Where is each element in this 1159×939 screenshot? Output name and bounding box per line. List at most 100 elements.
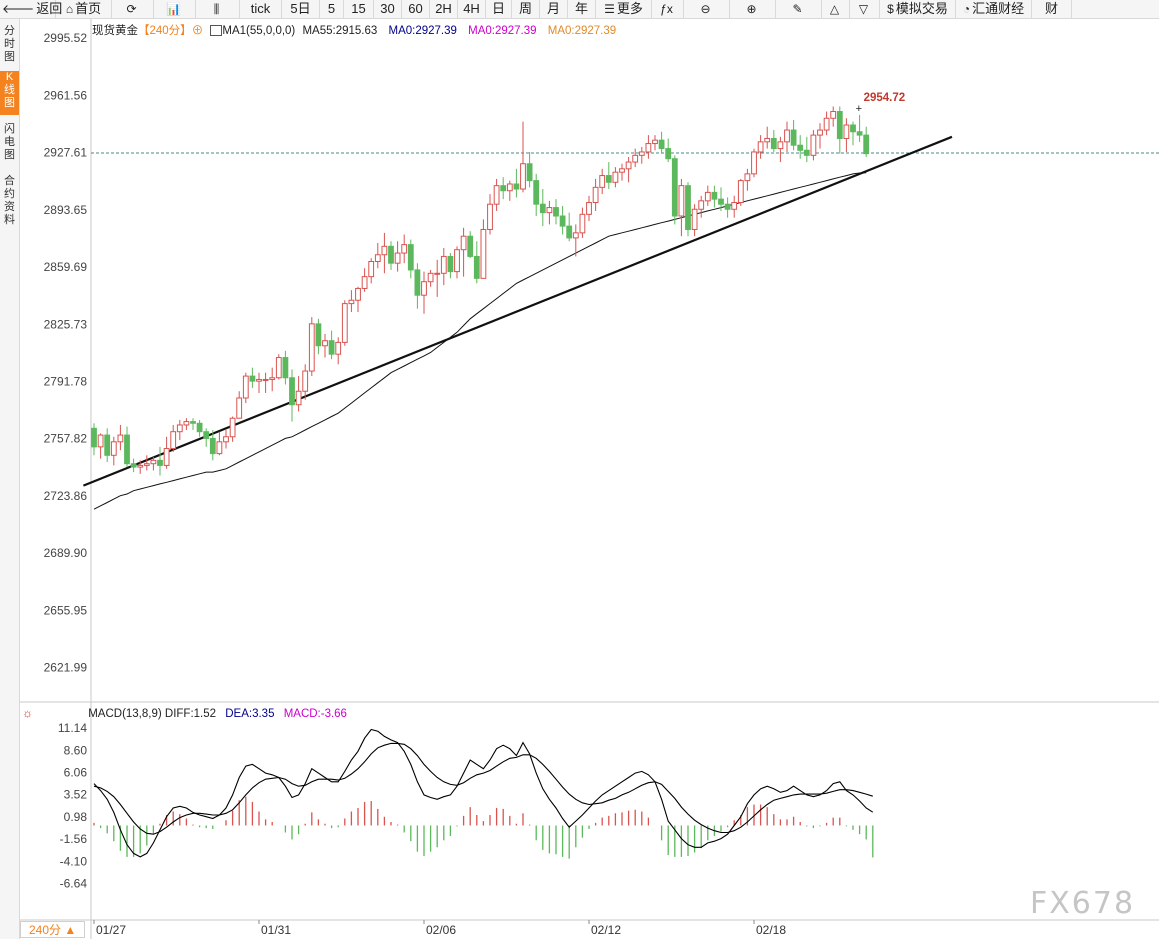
candle-body	[124, 434, 130, 465]
toolbar-item-7[interactable]: 5	[320, 0, 344, 18]
candle-body	[282, 357, 289, 379]
candle-body	[421, 281, 427, 296]
toolbar-item-15[interactable]: 月	[540, 0, 568, 18]
toolbar: 🡐 返回 ⌂ 首页 ⟳ 📊 ⫼ tick 5日 5 15 30 60 2H 4H 日周月年 ☰ 更多 ƒx ⊖ ⊕ ✎ △ ▽…	[0, 0, 1159, 19]
toolbar-label: 5	[327, 1, 336, 16]
candle-body	[388, 245, 394, 264]
candle	[790, 119, 797, 151]
candle-body	[150, 459, 157, 465]
toolbar-item-1[interactable]: ⌂ 首页	[56, 0, 112, 18]
toolbar-item-12[interactable]: 4H	[458, 0, 486, 18]
period-dropdown-button[interactable]: 240分 ▲	[20, 921, 85, 938]
toolbar-item-10[interactable]: 60	[402, 0, 430, 18]
price-tick-label: 2689.90	[44, 546, 88, 560]
candle-body	[572, 232, 579, 239]
candle	[388, 241, 394, 270]
menu-icon: ☰	[604, 2, 615, 16]
toolbar-item-4[interactable]: ⫼	[196, 0, 240, 18]
candle-icon: ⫼	[213, 2, 220, 16]
candle-body	[308, 323, 315, 372]
back-arrow-icon: 🡐	[2, 2, 35, 16]
toolbar-item-5[interactable]: tick	[240, 0, 282, 18]
candle	[724, 197, 731, 218]
candle-body	[836, 111, 843, 139]
toolbar-item-17[interactable]: ☰ 更多	[596, 0, 652, 18]
macd-diff-line	[93, 728, 874, 858]
candle-body	[612, 171, 619, 183]
price-tick-label: 2621.99	[44, 661, 88, 675]
zoom-out-icon: ⊖	[700, 2, 711, 16]
candle-body	[407, 244, 414, 271]
candle	[553, 199, 559, 225]
candle-body	[163, 448, 170, 466]
candle	[454, 246, 460, 279]
candle-body	[295, 390, 302, 406]
toolbar-item-19[interactable]: ⊖	[684, 0, 730, 18]
candle-body	[665, 148, 672, 160]
toolbar-item-21[interactable]: ✎	[776, 0, 822, 18]
toolbar-item-20[interactable]: ⊕	[730, 0, 776, 18]
toolbar-item-14[interactable]: 周	[512, 0, 540, 18]
toolbar-item-25[interactable]: ◔ 汇通财经	[956, 0, 1032, 18]
refresh-icon: ⟳	[126, 2, 137, 16]
candle	[698, 195, 705, 218]
price-tick-label: 2723.86	[44, 489, 88, 503]
macd-settings-icon[interactable]: ☼	[22, 706, 33, 720]
toolbar-item-18[interactable]: ƒx	[652, 0, 684, 18]
candle-body	[678, 185, 685, 217]
candle	[764, 126, 771, 149]
toolbar-label: 更多	[616, 1, 643, 16]
candle-body	[216, 441, 223, 455]
candle-body	[341, 303, 348, 343]
dollar-icon: $	[887, 2, 894, 16]
tab-timeshare[interactable]: 分时图	[4, 25, 15, 63]
candle-body	[658, 139, 665, 150]
toolbar-item-2[interactable]: ⟳	[112, 0, 154, 18]
candle	[744, 168, 751, 191]
candle	[190, 418, 196, 431]
candle	[817, 123, 823, 149]
candle	[856, 114, 863, 142]
tab-flash-chart[interactable]: 闪电图	[4, 123, 15, 161]
candle-body	[625, 161, 632, 170]
x-tick-label: 02/06	[426, 923, 456, 937]
toolbar-item-0[interactable]: 🡐 返回	[2, 0, 62, 18]
candle	[777, 136, 784, 163]
candle	[407, 239, 414, 279]
toolbar-item-24[interactable]: $ 模拟交易	[880, 0, 956, 18]
toolbar-item-9[interactable]: 30	[374, 0, 402, 18]
candle	[737, 178, 744, 206]
x-tick-label: 01/27	[96, 923, 126, 937]
toolbar-item-8[interactable]: 15	[344, 0, 374, 18]
candle	[137, 460, 144, 474]
candle-body	[209, 437, 216, 455]
ma0-value-c: MA0:2927.39	[547, 25, 617, 37]
tab-contract-info[interactable]: 合约资料	[4, 175, 15, 226]
candle	[704, 185, 711, 206]
candle-body	[480, 228, 487, 279]
toolbar-label: 财	[1044, 1, 1058, 16]
x-tick-label: 01/31	[261, 923, 291, 937]
candle-body	[790, 129, 797, 146]
toolbar-item-22[interactable]: △	[822, 0, 850, 18]
candle-body	[447, 255, 454, 273]
toolbar-item-6[interactable]: 5日	[282, 0, 320, 18]
indicator-settings-icon[interactable]	[210, 25, 223, 37]
toolbar-item-16[interactable]: 年	[568, 0, 596, 18]
candle	[229, 416, 236, 442]
candle-body	[797, 144, 804, 151]
toolbar-item-23[interactable]: ▽	[850, 0, 880, 18]
toolbar-item-11[interactable]: 2H	[430, 0, 458, 18]
price-tick-label: 2757.82	[44, 432, 88, 446]
macd-dea-line	[93, 742, 873, 835]
candle	[685, 182, 691, 237]
toolbar-item-13[interactable]: 日	[486, 0, 512, 18]
toolbar-item-3[interactable]: 📊	[154, 0, 196, 18]
toolbar-item-26[interactable]: 财	[1032, 0, 1072, 18]
period-switch-icon[interactable]: ⊕	[191, 25, 204, 37]
candle	[546, 200, 553, 225]
candle-body	[757, 141, 764, 153]
candle-body	[506, 183, 513, 192]
